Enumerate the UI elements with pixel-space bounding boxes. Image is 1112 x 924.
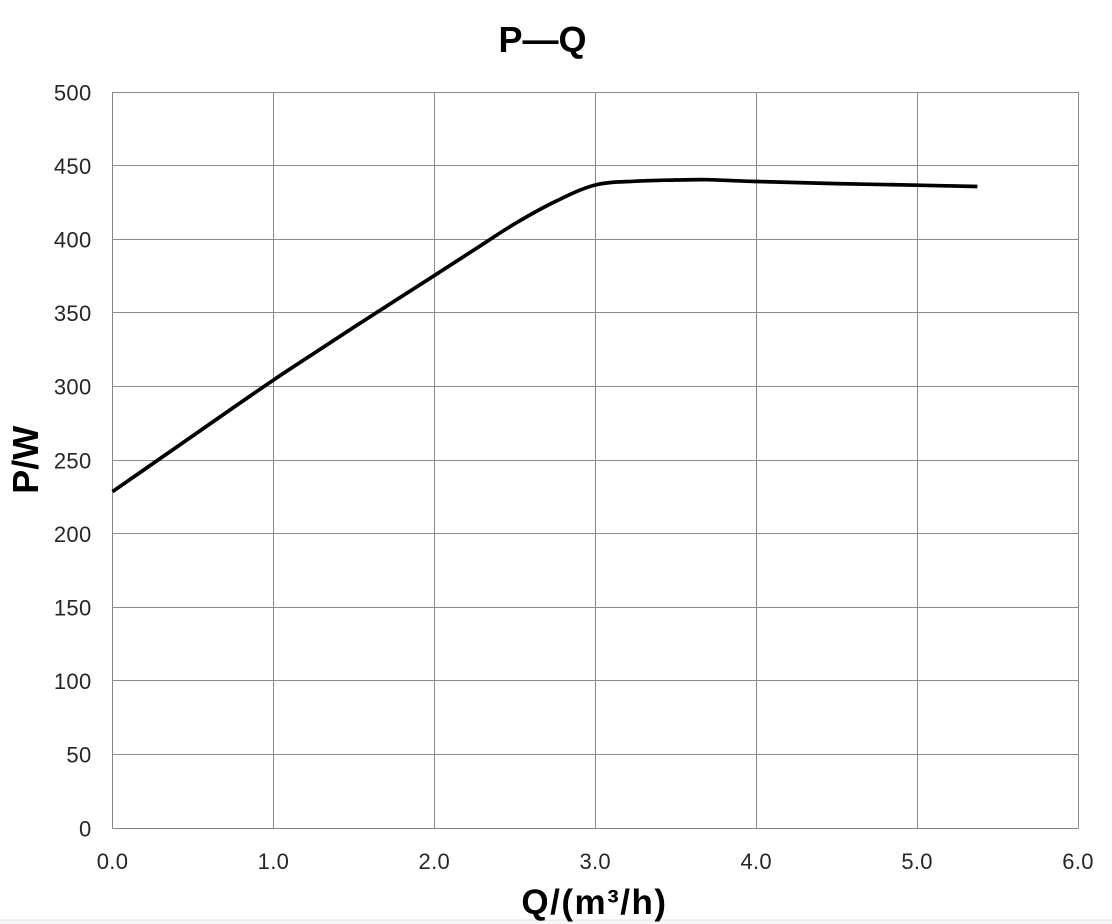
svg-text:4.0: 4.0: [740, 849, 771, 874]
svg-text:P/W: P/W: [5, 426, 46, 494]
svg-text:400: 400: [54, 228, 92, 253]
svg-text:200: 200: [54, 522, 92, 547]
svg-text:P—Q: P—Q: [498, 19, 586, 60]
svg-text:5.0: 5.0: [901, 849, 932, 874]
svg-text:Q/(m³/h): Q/(m³/h): [521, 883, 667, 922]
svg-text:6.0: 6.0: [1062, 849, 1093, 874]
svg-text:100: 100: [54, 669, 92, 694]
svg-text:0.0: 0.0: [97, 849, 128, 874]
svg-text:1.0: 1.0: [258, 849, 289, 874]
svg-text:3.0: 3.0: [579, 849, 610, 874]
svg-text:350: 350: [54, 301, 92, 326]
svg-text:250: 250: [54, 448, 92, 473]
svg-text:50: 50: [66, 743, 91, 768]
svg-text:150: 150: [54, 596, 92, 621]
svg-text:500: 500: [54, 80, 92, 105]
svg-text:0: 0: [79, 816, 92, 841]
svg-text:2.0: 2.0: [419, 849, 450, 874]
svg-text:300: 300: [54, 375, 92, 400]
svg-text:450: 450: [54, 154, 92, 179]
